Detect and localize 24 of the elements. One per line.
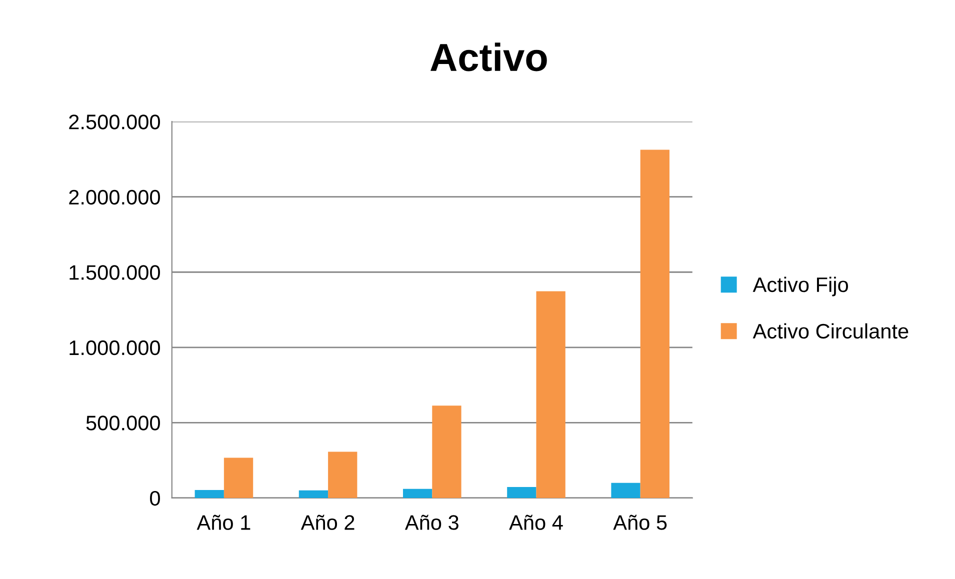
bar xyxy=(640,150,670,498)
x-tick-label: Año 3 xyxy=(404,514,458,530)
bar xyxy=(536,291,566,498)
y-tick-label: 2.000.000 xyxy=(69,190,160,205)
bar xyxy=(298,490,328,498)
bar xyxy=(328,452,358,498)
x-tick-label: Año 2 xyxy=(300,514,354,530)
bar xyxy=(432,406,462,498)
x-tick-label: Año 5 xyxy=(613,514,667,530)
legend-label: Activo Fijo xyxy=(752,276,848,296)
y-tick-label: 1.000.000 xyxy=(70,340,160,356)
y-tick-label: 500.000 xyxy=(86,416,160,430)
legend-label: Activo Circulante xyxy=(752,323,908,339)
x-tick-label: Año 1 xyxy=(196,514,250,530)
bar xyxy=(611,482,640,498)
chart-title: Activo xyxy=(430,42,547,72)
x-tick-label: Año 4 xyxy=(509,514,563,530)
bar xyxy=(194,490,224,498)
bar xyxy=(224,458,254,498)
bar xyxy=(402,488,432,498)
y-tick-label: 2.500.000 xyxy=(69,114,160,130)
y-tick-label: 1.500.000 xyxy=(70,265,160,280)
y-tick-label: 0 xyxy=(150,490,160,506)
bar xyxy=(507,486,536,498)
